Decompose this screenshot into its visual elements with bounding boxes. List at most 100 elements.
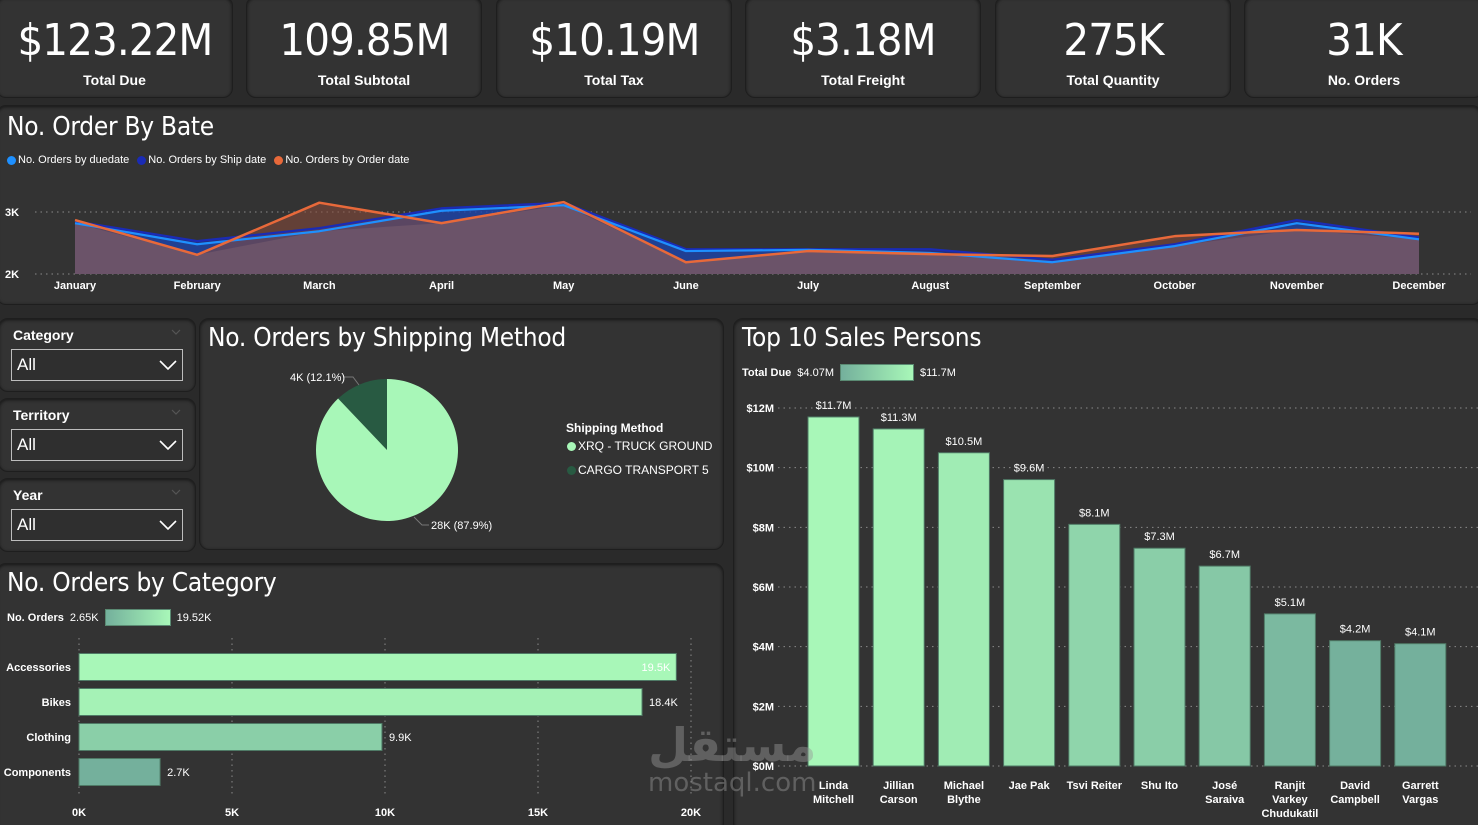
x-category-label: Shu Ito xyxy=(1141,780,1179,792)
legend-dot-orderdate xyxy=(274,155,284,165)
kpi-value: $10.19M xyxy=(528,15,700,66)
legend-dot-cargo xyxy=(567,465,576,475)
pie-legend-item-cargo[interactable]: CARGO TRANSPORT 5 xyxy=(567,463,709,477)
slicer-territory-label: Territory xyxy=(13,407,70,423)
kpi-label: Total Due xyxy=(83,72,146,88)
sales-persons-plot: $0M $2M $4M $6M $8M $10M $12M $11.7M Linda Mitche… xyxy=(746,400,1478,820)
y-tick-label: $10M xyxy=(746,463,774,475)
pie-leader-line xyxy=(343,376,360,386)
bar-sales-person xyxy=(1198,565,1251,767)
y-tick-label: $0M xyxy=(753,761,774,773)
category-plot: 0K 5K 10K 15K 20K Accessories 19.5K Bikes 18.4K C… xyxy=(4,638,701,819)
orders-by-date-card: No. Order By Bate No. Orders by duedate … xyxy=(0,105,1478,305)
legend-dot-truck xyxy=(567,441,576,451)
chevron-down-icon xyxy=(159,520,177,531)
legend-label-truck: XRQ - TRUCK GROUND xyxy=(578,439,713,453)
slicer-territory-value: All xyxy=(17,435,36,454)
bar-sales-person xyxy=(1133,547,1186,767)
pie-data-label: 4K (12.1%) xyxy=(290,372,345,384)
gradient-legend-label: No. Orders xyxy=(7,611,64,624)
sales-persons-title: Top 10 Sales Persons xyxy=(742,323,982,353)
x-tick-label: March xyxy=(303,280,336,292)
pie-leader-line xyxy=(413,516,429,526)
bar-data-label: 2.7K xyxy=(167,767,190,779)
legend-dot-shipdate xyxy=(137,155,147,165)
kpi-total-due: $123.22M Total Due xyxy=(0,0,233,98)
bar-data-label: 9.9K xyxy=(389,732,412,744)
slicer-territory: Territory All xyxy=(0,398,196,472)
area-overlap xyxy=(75,205,1419,274)
shipping-method-title: No. Orders by Shipping Method xyxy=(208,323,567,353)
legend-dot-duedate xyxy=(7,155,16,165)
bar-sales-person xyxy=(1394,643,1447,767)
x-category-label: David xyxy=(1340,780,1370,792)
gradient-legend-max: 19.52K xyxy=(176,611,212,624)
x-category-label: Michael xyxy=(944,780,984,792)
x-tick-label: September xyxy=(1024,280,1082,292)
x-tick-label: December xyxy=(1392,280,1446,292)
x-category-label: Blythe xyxy=(947,794,981,806)
slicer-territory-dropdown[interactable]: All xyxy=(11,429,183,461)
bar-sales-person xyxy=(1263,613,1316,767)
slicer-year: Year All xyxy=(0,478,196,552)
legend-label-cargo: CARGO TRANSPORT 5 xyxy=(578,463,709,477)
legend-label-orderdate[interactable]: No. Orders by Order date xyxy=(285,154,410,166)
x-category-label: Saraiva xyxy=(1205,794,1245,806)
y-tick-label: $4M xyxy=(753,642,774,654)
y-tick-label: $6M xyxy=(753,582,774,594)
x-tick-label: 5K xyxy=(225,807,239,819)
collapse-caret-icon[interactable] xyxy=(171,487,181,497)
bar-data-label: $4.2M xyxy=(1340,624,1371,636)
x-tick-label: August xyxy=(911,280,949,292)
x-tick-label: April xyxy=(429,280,454,292)
sales-persons-card: Top 10 Sales Persons Total Due $4.07M $1… xyxy=(733,318,1478,825)
x-category-label: Jillian xyxy=(883,780,914,792)
category-gradient-legend: No. Orders 2.65K 19.52K xyxy=(7,609,211,626)
bar-components xyxy=(78,758,161,786)
y-category-label: Bikes xyxy=(42,697,71,709)
bar-sales-person xyxy=(807,416,860,767)
x-tick-label: May xyxy=(553,280,575,292)
slicer-year-dropdown[interactable]: All xyxy=(11,509,183,541)
kpi-value: 109.85M xyxy=(278,15,450,66)
collapse-caret-icon[interactable] xyxy=(171,407,181,417)
kpi-value: $123.22M xyxy=(17,15,213,66)
gradient-legend-max: $11.7M xyxy=(920,366,956,379)
x-category-label: Tsvi Reiter xyxy=(1067,780,1123,792)
x-tick-label: November xyxy=(1270,280,1325,292)
x-tick-label: 0K xyxy=(72,807,86,819)
orders-by-date-plot: 3K 2K January February March April May June July… xyxy=(5,200,1471,292)
kpi-label: No. Orders xyxy=(1327,72,1401,88)
y-tick-label: 3K xyxy=(5,207,19,219)
line-no-orders-by-duedate xyxy=(74,204,1420,264)
x-category-label: Mitchell xyxy=(813,794,854,806)
kpi-value: $3.18M xyxy=(790,15,936,66)
x-category-label: Carson xyxy=(880,794,918,806)
legend-label-duedate[interactable]: No. Orders by duedate xyxy=(18,154,130,166)
x-tick-label: June xyxy=(673,280,699,292)
kpi-no-orders: 31K No. Orders xyxy=(1244,0,1478,98)
legend-label-shipdate[interactable]: No. Orders by Ship date xyxy=(148,154,267,166)
x-category-label: Garrett xyxy=(1402,780,1439,792)
slicer-category-value: All xyxy=(17,355,36,374)
x-tick-label: July xyxy=(797,280,820,292)
x-category-label: Jae Pak xyxy=(1009,780,1051,792)
bar-data-label: $10.5M xyxy=(946,436,983,448)
y-category-label: Clothing xyxy=(26,732,71,744)
kpi-total-subtotal: 109.85M Total Subtotal xyxy=(246,0,482,98)
slicer-category-dropdown[interactable]: All xyxy=(11,349,183,381)
gradient-legend-bar xyxy=(104,609,171,626)
bar-data-label: $9.6M xyxy=(1014,463,1045,475)
bar-sales-person xyxy=(1003,479,1056,767)
gradient-legend-bar xyxy=(840,364,914,381)
kpi-label: Total Quantity xyxy=(1066,72,1160,88)
x-tick-label: January xyxy=(54,280,97,292)
y-category-label: Components xyxy=(4,767,71,779)
y-tick-label: 2K xyxy=(5,269,19,281)
pie-legend-item-truck[interactable]: XRQ - TRUCK GROUND xyxy=(567,439,712,453)
bar-data-label: $8.1M xyxy=(1079,507,1110,519)
bar-sales-person xyxy=(937,452,990,767)
collapse-caret-icon[interactable] xyxy=(171,327,181,337)
kpi-value: 31K xyxy=(1326,15,1402,66)
bar-sales-person xyxy=(1068,523,1121,767)
